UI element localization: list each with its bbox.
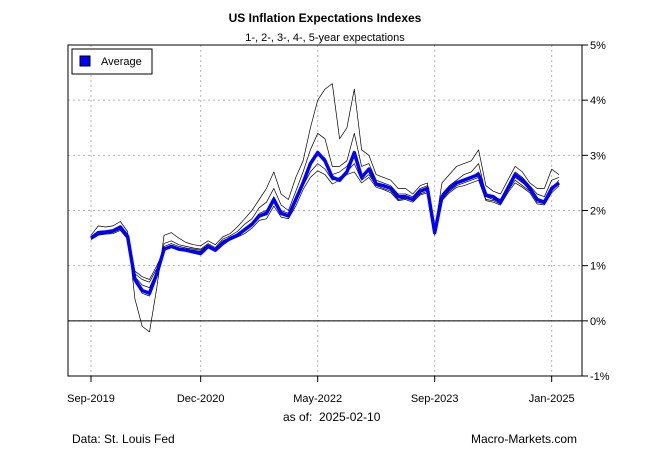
y-tick-label: 1% bbox=[590, 261, 606, 273]
chart-title: US Inflation Expectations Indexes bbox=[229, 11, 422, 25]
x-axis-ticks bbox=[90, 376, 553, 382]
grid bbox=[68, 44, 582, 377]
legend-swatch bbox=[79, 55, 91, 67]
legend: Average bbox=[71, 48, 153, 75]
y-tick-label: 0% bbox=[590, 316, 606, 328]
chart-subtitle: 1-, 2-, 3-, 4-, 5-year expectations bbox=[245, 32, 405, 44]
y-tick-label: 4% bbox=[590, 95, 606, 107]
y-axis-ticks bbox=[582, 44, 588, 377]
series-line-average bbox=[89, 150, 561, 296]
credit-label: Macro-Markets.com bbox=[471, 432, 577, 446]
legend-label: Average bbox=[101, 56, 142, 68]
as-of-label: as of: bbox=[283, 410, 312, 424]
x-tick-label: Jan-2025 bbox=[529, 393, 575, 405]
x-axis-labels: Sep-2019 Dec-2020 May-2022 Sep-2023 Jan-2025 bbox=[67, 393, 574, 405]
y-tick-label: 2% bbox=[590, 206, 606, 218]
y-tick-label: 5% bbox=[590, 40, 606, 52]
series-line-3-year bbox=[90, 152, 560, 289]
source-label: Data: St. Louis Fed bbox=[72, 432, 175, 446]
y-tick-label: 3% bbox=[590, 150, 606, 162]
y-axis-labels: 5% 4% 3% 2% 1% 0% -1% bbox=[590, 40, 610, 383]
as-of-date: 2025-02-10 bbox=[319, 410, 381, 424]
series-line-1-year bbox=[90, 83, 560, 333]
series-lines bbox=[89, 83, 561, 333]
x-tick-label: Sep-2023 bbox=[411, 393, 459, 405]
x-tick-label: Dec-2020 bbox=[177, 393, 225, 405]
x-tick-label: Sep-2019 bbox=[67, 393, 115, 405]
y-tick-label: -1% bbox=[590, 371, 610, 383]
x-tick-label: May-2022 bbox=[293, 393, 342, 405]
series-line-2-year bbox=[90, 132, 560, 297]
